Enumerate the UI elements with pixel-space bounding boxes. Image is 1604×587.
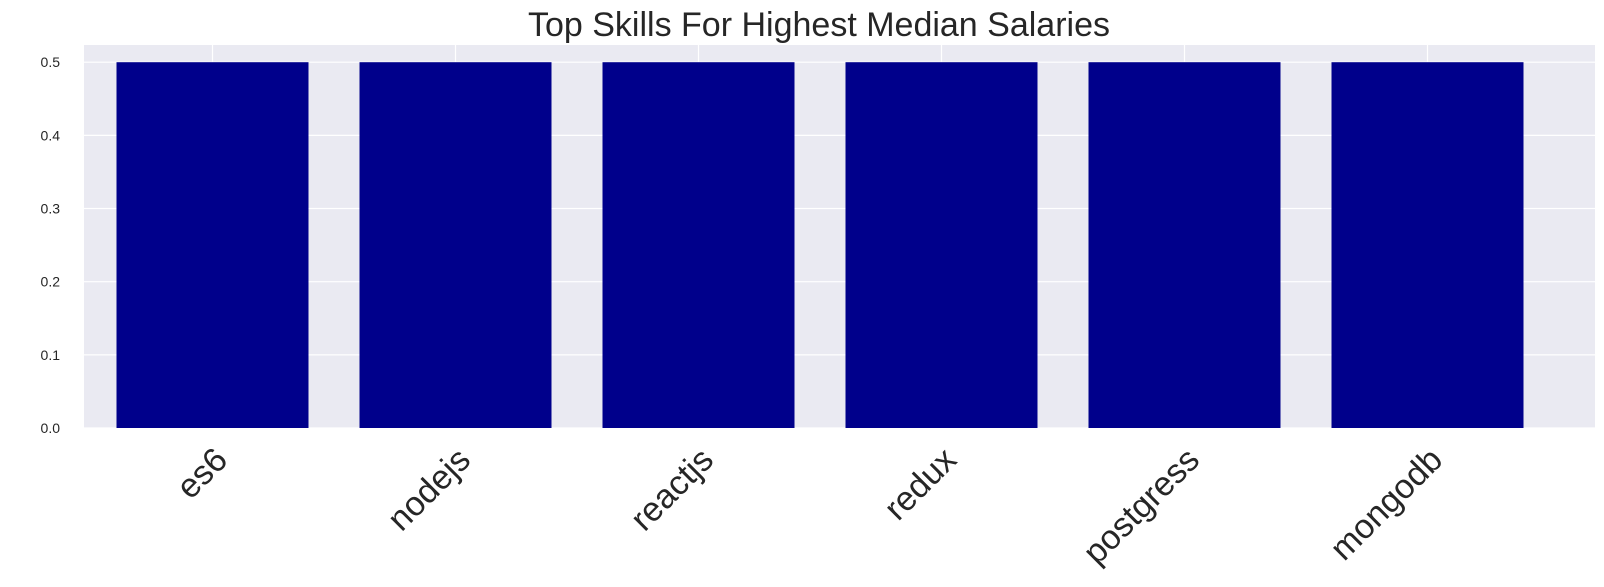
x-tick-label: nodejs — [380, 441, 478, 539]
x-tick-label: es6 — [169, 441, 235, 507]
x-tick-label: redux — [877, 441, 964, 528]
y-tick-label: 0.4 — [41, 127, 61, 143]
y-tick-label: 0.2 — [41, 274, 61, 290]
x-tick-label: postgress — [1076, 441, 1207, 572]
bars — [116, 62, 1524, 428]
y-tick-label: 0.1 — [41, 347, 61, 363]
y-tick-label: 0.3 — [41, 201, 61, 217]
x-axis-ticks: es6 nodejs reactjs redux postgress mongodb — [169, 441, 1450, 572]
chart-title: Top Skills For Highest Median Salaries — [528, 6, 1110, 44]
bar-nodejs — [359, 62, 552, 428]
bar-reactjs — [602, 62, 795, 428]
bar-mongodb — [1331, 62, 1524, 428]
bar-postgress — [1088, 62, 1281, 428]
x-tick-label: reactjs — [623, 441, 721, 539]
bar-es6 — [116, 62, 309, 428]
bar-redux — [845, 62, 1038, 428]
y-tick-label: 0.5 — [41, 54, 61, 70]
x-tick-label: mongodb — [1323, 441, 1450, 568]
y-tick-label: 0.0 — [41, 420, 61, 436]
y-axis-ticks: 0.0 0.1 0.2 0.3 0.4 0.5 — [41, 54, 61, 436]
